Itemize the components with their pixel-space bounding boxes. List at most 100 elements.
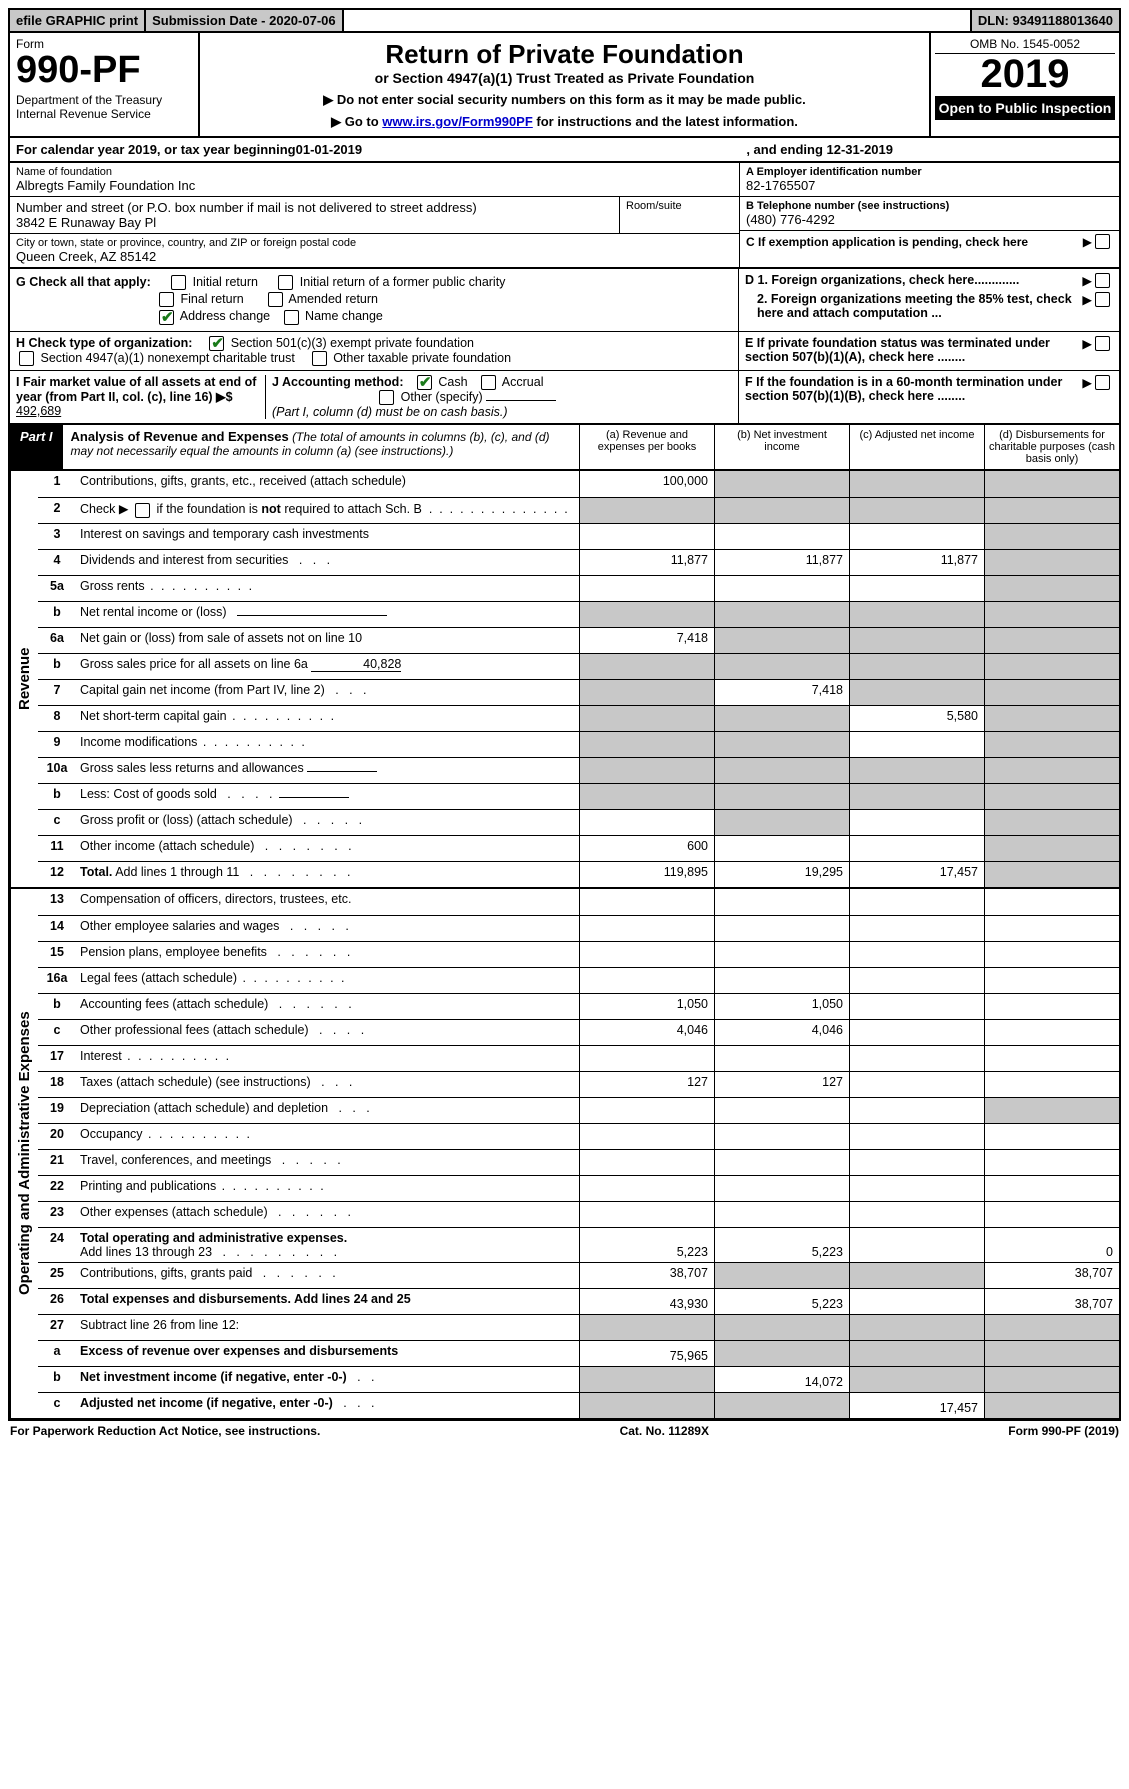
- footer-mid: Cat. No. 11289X: [620, 1424, 709, 1438]
- row-14-label: Other employee salaries and wages: [80, 919, 279, 933]
- row-17-c: [849, 1046, 984, 1071]
- opt-accrual: Accrual: [502, 375, 544, 389]
- cal-end-label: , and ending: [746, 142, 826, 157]
- cb-address-change[interactable]: [159, 310, 174, 325]
- cal-begin: 01-01-2019: [296, 142, 363, 157]
- row-15-label: Pension plans, employee benefits: [80, 945, 267, 959]
- row-20: 20Occupancy: [38, 1123, 1119, 1149]
- row-27c-text: Adjusted net income (if negative, enter …: [76, 1393, 579, 1418]
- cb-amended[interactable]: [268, 292, 283, 307]
- header-note1: ▶ Do not enter social security numbers o…: [206, 92, 923, 108]
- row-18-b: 127: [714, 1072, 849, 1097]
- cb-sch-b[interactable]: [135, 503, 150, 518]
- header-left: Form 990-PF Department of the Treasury I…: [10, 33, 200, 136]
- irs-link[interactable]: www.irs.gov/Form990PF: [382, 114, 533, 129]
- row-2-d: [984, 498, 1119, 523]
- exemption-label: C If exemption application is pending, c…: [746, 235, 1083, 249]
- subdate-label: Submission Date -: [152, 13, 269, 28]
- row-13-a: [579, 889, 714, 915]
- submission-date: Submission Date - 2020-07-06: [146, 10, 344, 31]
- row-10c-d: [984, 810, 1119, 835]
- row-16a-a: [579, 968, 714, 993]
- exemption-row: C If exemption application is pending, c…: [740, 231, 1119, 252]
- row-1-a: 100,000: [579, 471, 714, 497]
- col-d-header: (d) Disbursements for charitable purpose…: [984, 425, 1119, 469]
- cb-initial-former[interactable]: [278, 275, 293, 290]
- row-18-text: Taxes (attach schedule) (see instruction…: [76, 1072, 579, 1097]
- row-10a-a: [579, 758, 714, 783]
- row-27-c: [849, 1315, 984, 1340]
- row-26-a: 43,930: [579, 1289, 714, 1314]
- opt-4947: Section 4947(a)(1) nonexempt charitable …: [40, 351, 294, 365]
- row-7-text: Capital gain net income (from Part IV, l…: [76, 680, 579, 705]
- cb-accrual[interactable]: [481, 375, 496, 390]
- exemption-checkbox[interactable]: [1095, 234, 1110, 249]
- row-8-c: 5,580: [849, 706, 984, 731]
- row-14: 14Other employee salaries and wages . . …: [38, 915, 1119, 941]
- row-23-text: Other expenses (attach schedule) . . . .…: [76, 1202, 579, 1227]
- opt-address-change: Address change: [180, 309, 270, 323]
- row-16b-d: [984, 994, 1119, 1019]
- street-address: Number and street (or P.O. box number if…: [10, 197, 619, 233]
- cal-text: For calendar year 2019, or tax year begi…: [16, 142, 296, 157]
- row-10b-a: [579, 784, 714, 809]
- i-label: I Fair market value of all assets at end…: [16, 375, 256, 404]
- row-24: 24Total operating and administrative exp…: [38, 1227, 1119, 1262]
- row-26-label: Total expenses and disbursements. Add li…: [80, 1292, 411, 1306]
- row-1: 1Contributions, gifts, grants, etc., rec…: [38, 471, 1119, 497]
- footer-left: For Paperwork Reduction Act Notice, see …: [10, 1424, 320, 1438]
- row-16a-text: Legal fees (attach schedule): [76, 968, 579, 993]
- row-10c-a: [579, 810, 714, 835]
- cb-cash[interactable]: [417, 375, 432, 390]
- cb-4947[interactable]: [19, 351, 34, 366]
- cb-name-change[interactable]: [284, 310, 299, 325]
- form-number: 990-PF: [16, 51, 192, 89]
- row-16a: 16aLegal fees (attach schedule): [38, 967, 1119, 993]
- cb-other-taxable[interactable]: [312, 351, 327, 366]
- row-27a-text: Excess of revenue over expenses and disb…: [76, 1341, 579, 1366]
- row-8-a: [579, 706, 714, 731]
- cb-501c3[interactable]: [209, 336, 224, 351]
- cal-ending: , and ending 12-31-2019: [746, 142, 893, 157]
- opt-amended: Amended return: [288, 292, 378, 306]
- cb-e[interactable]: [1095, 336, 1110, 351]
- row-23: 23Other expenses (attach schedule) . . .…: [38, 1201, 1119, 1227]
- row-19-label: Depreciation (attach schedule) and deple…: [80, 1101, 328, 1115]
- section-g: G Check all that apply: Initial return I…: [10, 269, 739, 331]
- cb-f[interactable]: [1095, 375, 1110, 390]
- row-11: 11Other income (attach schedule) . . . .…: [38, 835, 1119, 861]
- cb-initial-return[interactable]: [171, 275, 186, 290]
- row-14-text: Other employee salaries and wages . . . …: [76, 916, 579, 941]
- check-section: G Check all that apply: Initial return I…: [8, 269, 1121, 425]
- row-3-c: [849, 524, 984, 549]
- row-3-d: [984, 524, 1119, 549]
- note2-pre: ▶ Go to: [331, 114, 382, 129]
- row-27a-d: [984, 1341, 1119, 1366]
- dept-treasury: Department of the Treasury Internal Reve…: [16, 93, 192, 121]
- cb-other-method[interactable]: [379, 390, 394, 405]
- row-13-b: [714, 889, 849, 915]
- row-21-d: [984, 1150, 1119, 1175]
- cb-d2[interactable]: [1095, 292, 1110, 307]
- row-22-c: [849, 1176, 984, 1201]
- row-8: 8Net short-term capital gain5,580: [38, 705, 1119, 731]
- row-9: 9Income modifications: [38, 731, 1119, 757]
- opt-other-method: Other (specify): [401, 390, 483, 404]
- opt-initial-return: Initial return: [193, 275, 258, 289]
- section-h: H Check type of organization: Section 50…: [10, 332, 739, 370]
- row-15-d: [984, 942, 1119, 967]
- part1-title: Analysis of Revenue and Expenses: [71, 429, 289, 444]
- row-3-b: [714, 524, 849, 549]
- row-27b-c: [849, 1367, 984, 1392]
- row-6a: 6aNet gain or (loss) from sale of assets…: [38, 627, 1119, 653]
- row-16a-d: [984, 968, 1119, 993]
- form-header: Form 990-PF Department of the Treasury I…: [8, 33, 1121, 138]
- row-11-d: [984, 836, 1119, 861]
- addr-value: 3842 E Runaway Bay Pl: [16, 215, 613, 230]
- row-6b-text: Gross sales price for all assets on line…: [76, 654, 579, 679]
- cb-final-return[interactable]: [159, 292, 174, 307]
- row-17-d: [984, 1046, 1119, 1071]
- cb-d1[interactable]: [1095, 273, 1110, 288]
- row-23-c: [849, 1202, 984, 1227]
- expenses-label: Operating and Administrative Expenses: [10, 889, 38, 1418]
